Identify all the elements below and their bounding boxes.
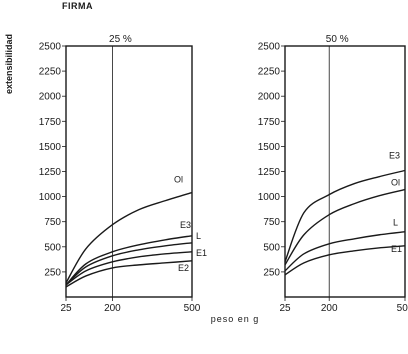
- series-label-e3: E3: [180, 220, 191, 230]
- y-tick-label: 2250: [39, 67, 62, 78]
- y-tick-label: 500: [263, 242, 280, 253]
- y-tick-label: 750: [263, 217, 280, 228]
- y-tick-label: 1000: [258, 192, 281, 203]
- series-line-e3: [65, 235, 193, 286]
- x-tick-label: 25: [279, 303, 291, 314]
- series-line-ol: [284, 188, 406, 266]
- series-line-l: [65, 242, 193, 286]
- series-label-ol: Ol: [391, 178, 400, 188]
- y-tick-label: 2000: [39, 92, 62, 103]
- panel-title: 50 %: [326, 34, 349, 45]
- series-label-e1: E1: [196, 248, 207, 258]
- y-axis-label: extensibilidad: [4, 34, 14, 94]
- series-label-e1: E1: [391, 244, 402, 254]
- y-tick-label: 250: [44, 267, 61, 278]
- y-tick-label: 250: [263, 267, 280, 278]
- series-line-e3: [284, 169, 406, 263]
- series-label-l: L: [196, 231, 201, 241]
- series-label-e2: E2: [178, 263, 189, 273]
- y-tick-label: 1250: [258, 167, 281, 178]
- y-tick-label: 1750: [39, 117, 62, 128]
- y-tick-label: 750: [44, 217, 61, 228]
- y-tick-label: 1000: [39, 192, 62, 203]
- series-line-ol: [65, 191, 193, 284]
- series-label-l: L: [393, 218, 398, 228]
- y-tick-label: 1250: [39, 167, 62, 178]
- panel-title: 25 %: [109, 34, 132, 45]
- y-tick-label: 1500: [258, 142, 281, 153]
- series-line-e2: [65, 260, 193, 288]
- y-tick-label: 2000: [258, 92, 281, 103]
- panel-50-percent: 50 % 250 500 750 1000 1250 1500 1750 2000 2250 250…: [258, 34, 408, 314]
- x-tick-label: 500: [397, 303, 408, 314]
- y-tick-label: 2500: [39, 42, 62, 53]
- plot-frame: [65, 45, 193, 298]
- y-tick-label: 2500: [258, 42, 281, 53]
- panel-25-percent: 25 % 250 500 750 1000 1250 1500 1750 2000 2250 250…: [39, 34, 207, 314]
- series-line-e1: [65, 251, 193, 286]
- y-tick-label: 2250: [258, 67, 281, 78]
- series-line-e1: [284, 245, 406, 276]
- x-tick-label: 500: [184, 303, 201, 314]
- y-tick-label: 1500: [39, 142, 62, 153]
- x-axis-label: peso en g: [211, 314, 260, 324]
- header-label: FIRMA: [62, 1, 93, 11]
- plot-frame: [284, 45, 406, 298]
- x-tick-label: 200: [104, 303, 121, 314]
- y-tick-label: 1750: [258, 117, 281, 128]
- series-label-ol: Ol: [174, 175, 183, 185]
- series-line-l: [284, 231, 406, 272]
- y-tick-label: 500: [44, 242, 61, 253]
- x-tick-label: 25: [60, 303, 72, 314]
- x-tick-label: 200: [321, 303, 338, 314]
- series-label-e3: E3: [389, 150, 400, 160]
